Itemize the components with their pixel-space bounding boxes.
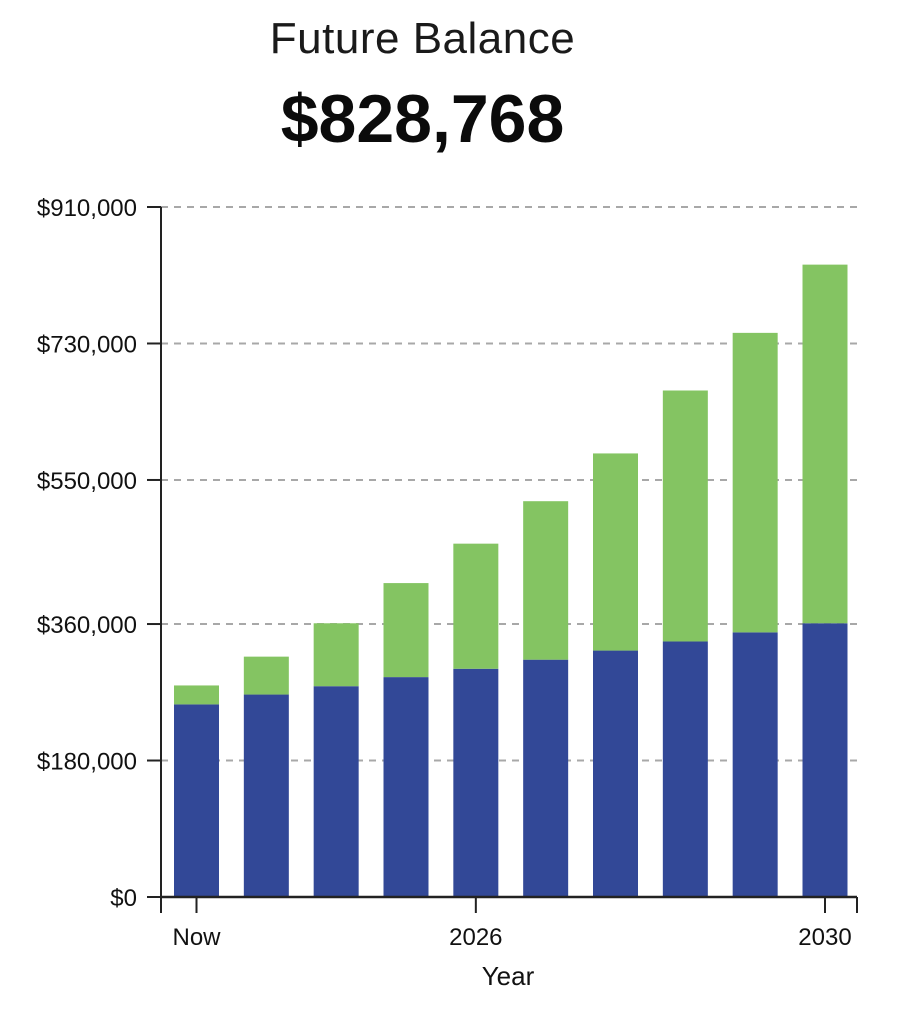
- bar-segment-base: [593, 650, 638, 897]
- bar-segment-growth: [802, 264, 848, 624]
- bar-segment-growth: [732, 332, 778, 633]
- y-tick-label: $360,000: [37, 612, 137, 639]
- future-balance-amount: $828,768: [280, 81, 565, 157]
- x-tick-label: 2030: [798, 924, 851, 951]
- bar-segment-base: [453, 668, 499, 897]
- y-tick-label: $180,000: [37, 749, 137, 776]
- bar-segment-growth: [453, 543, 499, 669]
- x-axis-title: Year: [482, 961, 535, 991]
- x-tick-label: Now: [172, 924, 221, 951]
- bar-segment-growth: [662, 390, 708, 642]
- y-tick-labels: $0 $180,000 $360,000 $550,000 $730,000 $910,0…: [37, 195, 137, 912]
- y-tick-label: $0: [110, 885, 137, 912]
- chart-title: Future Balance: [269, 14, 576, 63]
- bar-segment-growth: [174, 685, 219, 705]
- bar-segment-base: [802, 623, 848, 897]
- x-tick-label: 2026: [449, 924, 502, 951]
- bar-segment-base: [662, 641, 708, 897]
- bar-segment-base: [523, 659, 569, 897]
- bar-segment-base: [313, 686, 359, 897]
- y-tick-label: $730,000: [37, 331, 137, 358]
- bar-segment-growth: [593, 453, 638, 651]
- bar-segment-base: [243, 694, 289, 897]
- bar-segment-growth: [243, 656, 289, 695]
- axes: [147, 206, 858, 913]
- y-tick-label: $550,000: [37, 468, 137, 495]
- bar-segment-growth: [523, 501, 569, 660]
- bars: [174, 264, 848, 897]
- y-tick-label: $910,000: [37, 195, 137, 222]
- bar-segment-base: [383, 677, 429, 897]
- bar-segment-growth: [313, 623, 359, 687]
- bar-segment-base: [732, 632, 778, 897]
- bar-segment-growth: [383, 583, 429, 678]
- bar-segment-base: [174, 704, 219, 897]
- x-tick-labels: Now 2026 2030: [172, 924, 851, 951]
